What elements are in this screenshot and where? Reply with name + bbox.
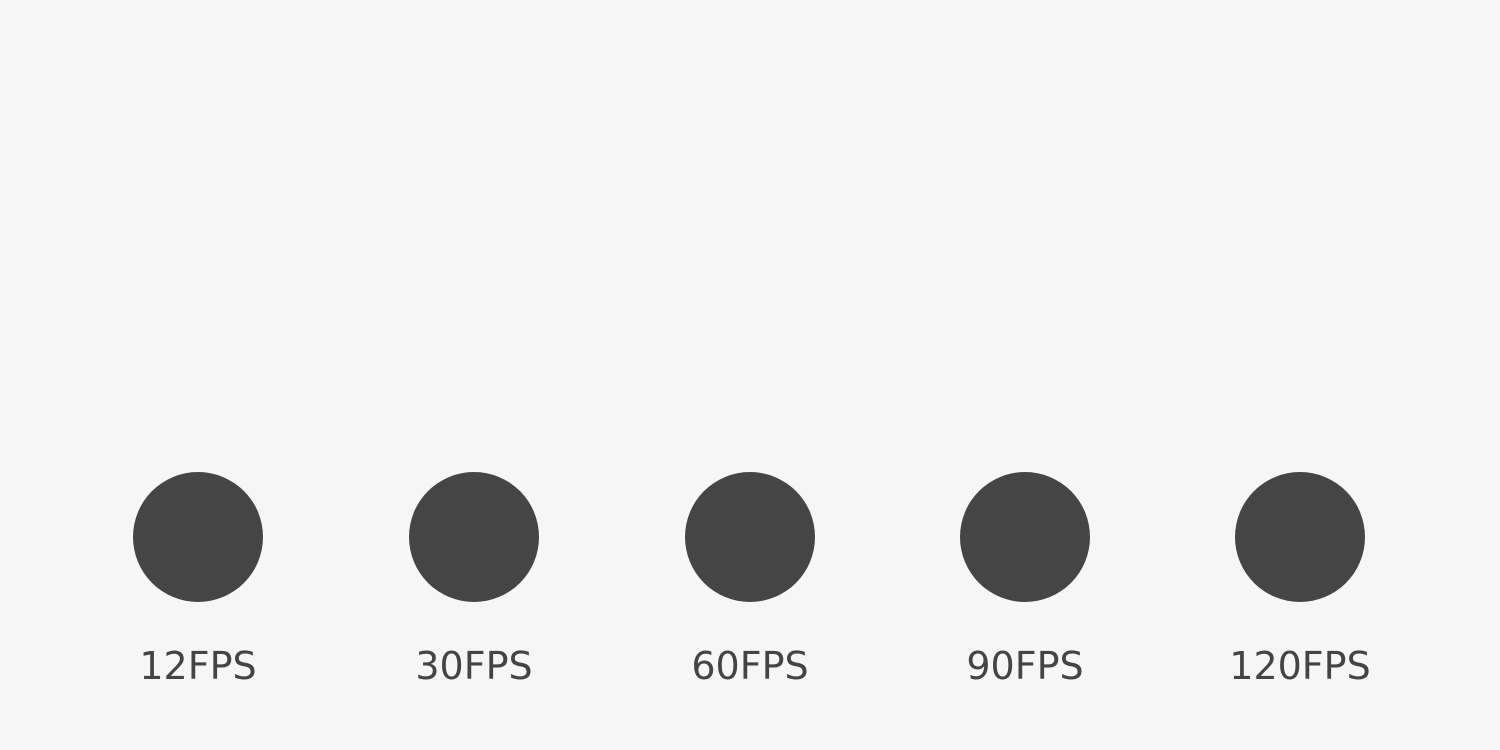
- animated-ball: [133, 472, 263, 602]
- fps-demo-30: 30FPS: [374, 472, 574, 702]
- fps-demo-12: 12FPS: [98, 472, 298, 702]
- fps-label: 60FPS: [650, 640, 850, 692]
- fps-label: 120FPS: [1200, 640, 1400, 692]
- fps-label: 90FPS: [925, 640, 1125, 692]
- fps-demo-120: 120FPS: [1200, 472, 1400, 702]
- fps-demo-60: 60FPS: [650, 472, 850, 702]
- fps-label: 12FPS: [98, 640, 298, 692]
- animated-ball: [960, 472, 1090, 602]
- animated-ball: [409, 472, 539, 602]
- fps-demo-90: 90FPS: [925, 472, 1125, 702]
- animated-ball: [1235, 472, 1365, 602]
- animated-ball: [685, 472, 815, 602]
- fps-label: 30FPS: [374, 640, 574, 692]
